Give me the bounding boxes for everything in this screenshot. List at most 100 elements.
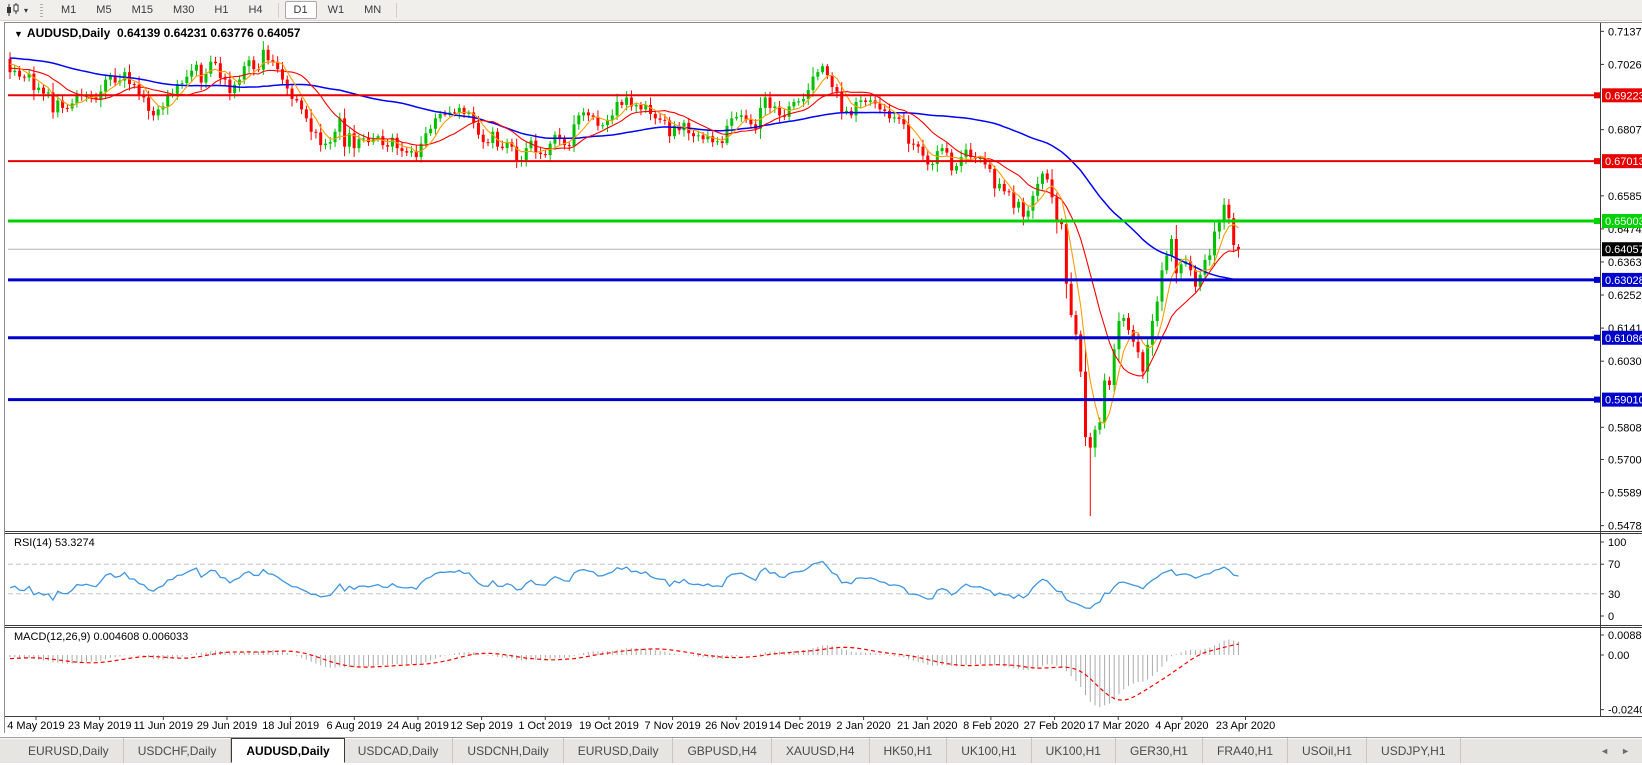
tab-USDCAD-Daily[interactable]: USDCAD,Daily [344,738,454,763]
svg-text:0: 0 [1608,611,1614,623]
tab-XAUUSD-H4[interactable]: XAUUSD,H4 [772,738,870,763]
timeframe-button-D1[interactable]: D1 [284,1,317,19]
chart-type-dropdown-icon[interactable]: ▾ [24,5,29,15]
tab-scroll-arrows: ◄ ► [1600,738,1642,763]
timeframe-button-MN[interactable]: MN [364,4,382,16]
timeframe-button-M30[interactable]: M30 [172,4,195,16]
tab-GBPUSD-H4[interactable]: GBPUSD,H4 [673,738,772,763]
svg-text:8 Feb 2020: 8 Feb 2020 [963,720,1019,732]
svg-text:26 Nov 2019: 26 Nov 2019 [705,720,767,732]
svg-text:30: 30 [1608,589,1620,601]
timeframe-button-H1[interactable]: H1 [214,4,229,16]
chart-symbol-label: AUDUSD,Daily [26,26,111,40]
svg-text:27 Feb 2020: 27 Feb 2020 [1024,720,1086,732]
date-axis: 4 May 2019 23 May 2019 11 Jun 2019 29 Jun 2… [7,717,1275,732]
svg-text:19 Oct 2019: 19 Oct 2019 [579,720,639,732]
timeframe-button-M5[interactable]: M5 [96,4,112,16]
symbol-caret-icon[interactable]: ▼ [14,29,23,39]
svg-text:23 May 2019: 23 May 2019 [68,720,132,732]
svg-text:17 Mar 2020: 17 Mar 2020 [1087,720,1149,732]
chart-tabs-bar: EURUSD,Daily USDCHF,Daily AUDUSD,Daily USDC… [0,737,1642,763]
chart-window: 0.713700.702600.680700.658500.647400.636… [0,0,1642,737]
candlestick-chart-icon[interactable] [4,3,22,18]
timeframe-button-M1[interactable]: M1 [61,4,77,16]
svg-text:1 Oct 2019: 1 Oct 2019 [518,720,572,732]
timeframe-button-H4[interactable]: H4 [248,4,263,16]
svg-text:7 Nov 2019: 7 Nov 2019 [644,720,700,732]
tab-AUDUSD-Daily[interactable]: AUDUSD,Daily [231,738,345,763]
tab-UK100-H1[interactable]: UK100,H1 [947,738,1032,763]
svg-text:0.69223: 0.69223 [1605,90,1642,102]
timeframe-button-M15[interactable]: M15 [131,4,153,16]
svg-text:11 Jun 2019: 11 Jun 2019 [133,720,193,732]
toolbar: ▾ M1 M5 M15 M30 H1 H4 D1 W1 MN [0,0,1642,21]
tab-EURUSD-Daily[interactable]: EURUSD,Daily [14,738,124,763]
toolbar-separator [396,2,398,18]
svg-text:24 Aug 2019: 24 Aug 2019 [387,720,449,732]
macd-histogram [9,639,1239,708]
svg-text:-0.024082: -0.024082 [1608,705,1642,717]
svg-text:12 Sep 2019: 12 Sep 2019 [450,720,512,732]
tab-FRA40-H1[interactable]: FRA40,H1 [1203,738,1289,763]
price-badge-0.69223: 0.69223 [1594,88,1642,103]
svg-text:0.59010: 0.59010 [1605,395,1642,407]
price-badge-0.61086: 0.61086 [1594,330,1642,345]
svg-text:0.64057: 0.64057 [1605,244,1642,256]
chart-title: ▼ AUDUSD,Daily 0.64139 0.64231 0.63776 0.… [14,26,300,40]
tab-scroll-right-icon[interactable]: ► [1621,745,1630,756]
svg-text:21 Jan 2020: 21 Jan 2020 [897,720,958,732]
toolbar-separator [277,2,279,18]
candlesticks [8,41,1240,517]
tab-USDCNH-Daily[interactable]: USDCNH,Daily [453,738,564,763]
tab-USDCHF-Daily[interactable]: USDCHF,Daily [124,738,232,763]
tab-HK50-H1[interactable]: HK50,H1 [870,738,948,763]
price-axis: 0.713700.702600.680700.658500.647400.636… [1600,26,1642,533]
svg-text:100: 100 [1608,537,1626,549]
moving-average-MA-fast [9,61,1239,425]
moving-average-MA-medium [9,67,1239,377]
timeframe-button-W1[interactable]: W1 [327,4,345,16]
price-chart-canvas[interactable]: 0.713700.702600.680700.658500.647400.636… [0,0,1642,737]
svg-text:0.008815: 0.008815 [1608,630,1642,642]
rsi-axis: 100 70 30 0 [1600,537,1626,623]
chart-frame [4,22,1642,733]
svg-text:0.63028: 0.63028 [1605,275,1642,287]
macd-signal-line [9,643,1239,701]
moving-average-MA-slow [9,57,1239,282]
rsi-indicator-label: RSI(14) 53.3274 [14,537,95,549]
chart-ohlc-values: 0.64139 0.64231 0.63776 0.64057 [116,26,301,40]
svg-text:23 Apr 2020: 23 Apr 2020 [1216,720,1275,732]
tab-USOil-H1[interactable]: USOil,H1 [1288,738,1368,763]
svg-text:6 Aug 2019: 6 Aug 2019 [326,720,382,732]
current-price-badge: 0.64057 [1602,242,1642,257]
price-badge-0.59010: 0.59010 [1594,392,1642,407]
price-badge-0.67013: 0.67013 [1594,154,1642,169]
svg-text:0.61086: 0.61086 [1605,333,1642,345]
macd-indicator-label: MACD(12,26,9) 0.004608 0.006033 [14,631,189,643]
svg-text:4 Apr 2020: 4 Apr 2020 [1155,720,1208,732]
tab-UK100-H1[interactable]: UK100,H1 [1032,738,1116,763]
tab-USDJPY-H1[interactable]: USDJPY,H1 [1367,738,1461,763]
price-badge-0.63028: 0.63028 [1594,272,1642,287]
toolbar-grip[interactable] [40,3,44,17]
rsi-panel[interactable] [8,560,1600,609]
timeframe-button-group: M1 M5 M15 M30 H1 H4 D1 W1 MN [51,1,402,19]
tab-EURUSD-Daily[interactable]: EURUSD,Daily [564,738,674,763]
tab-GER30-H1[interactable]: GER30,H1 [1116,738,1203,763]
svg-text:2 Jan 2020: 2 Jan 2020 [836,720,890,732]
svg-text:14 Dec 2019: 14 Dec 2019 [769,720,831,732]
svg-text:70: 70 [1608,559,1620,571]
svg-text:18 Jul 2019: 18 Jul 2019 [262,720,319,732]
macd-axis: 0.008815 0.00 -0.024082 [1600,630,1642,717]
tab-scroll-left-icon[interactable]: ◄ [1600,745,1610,756]
